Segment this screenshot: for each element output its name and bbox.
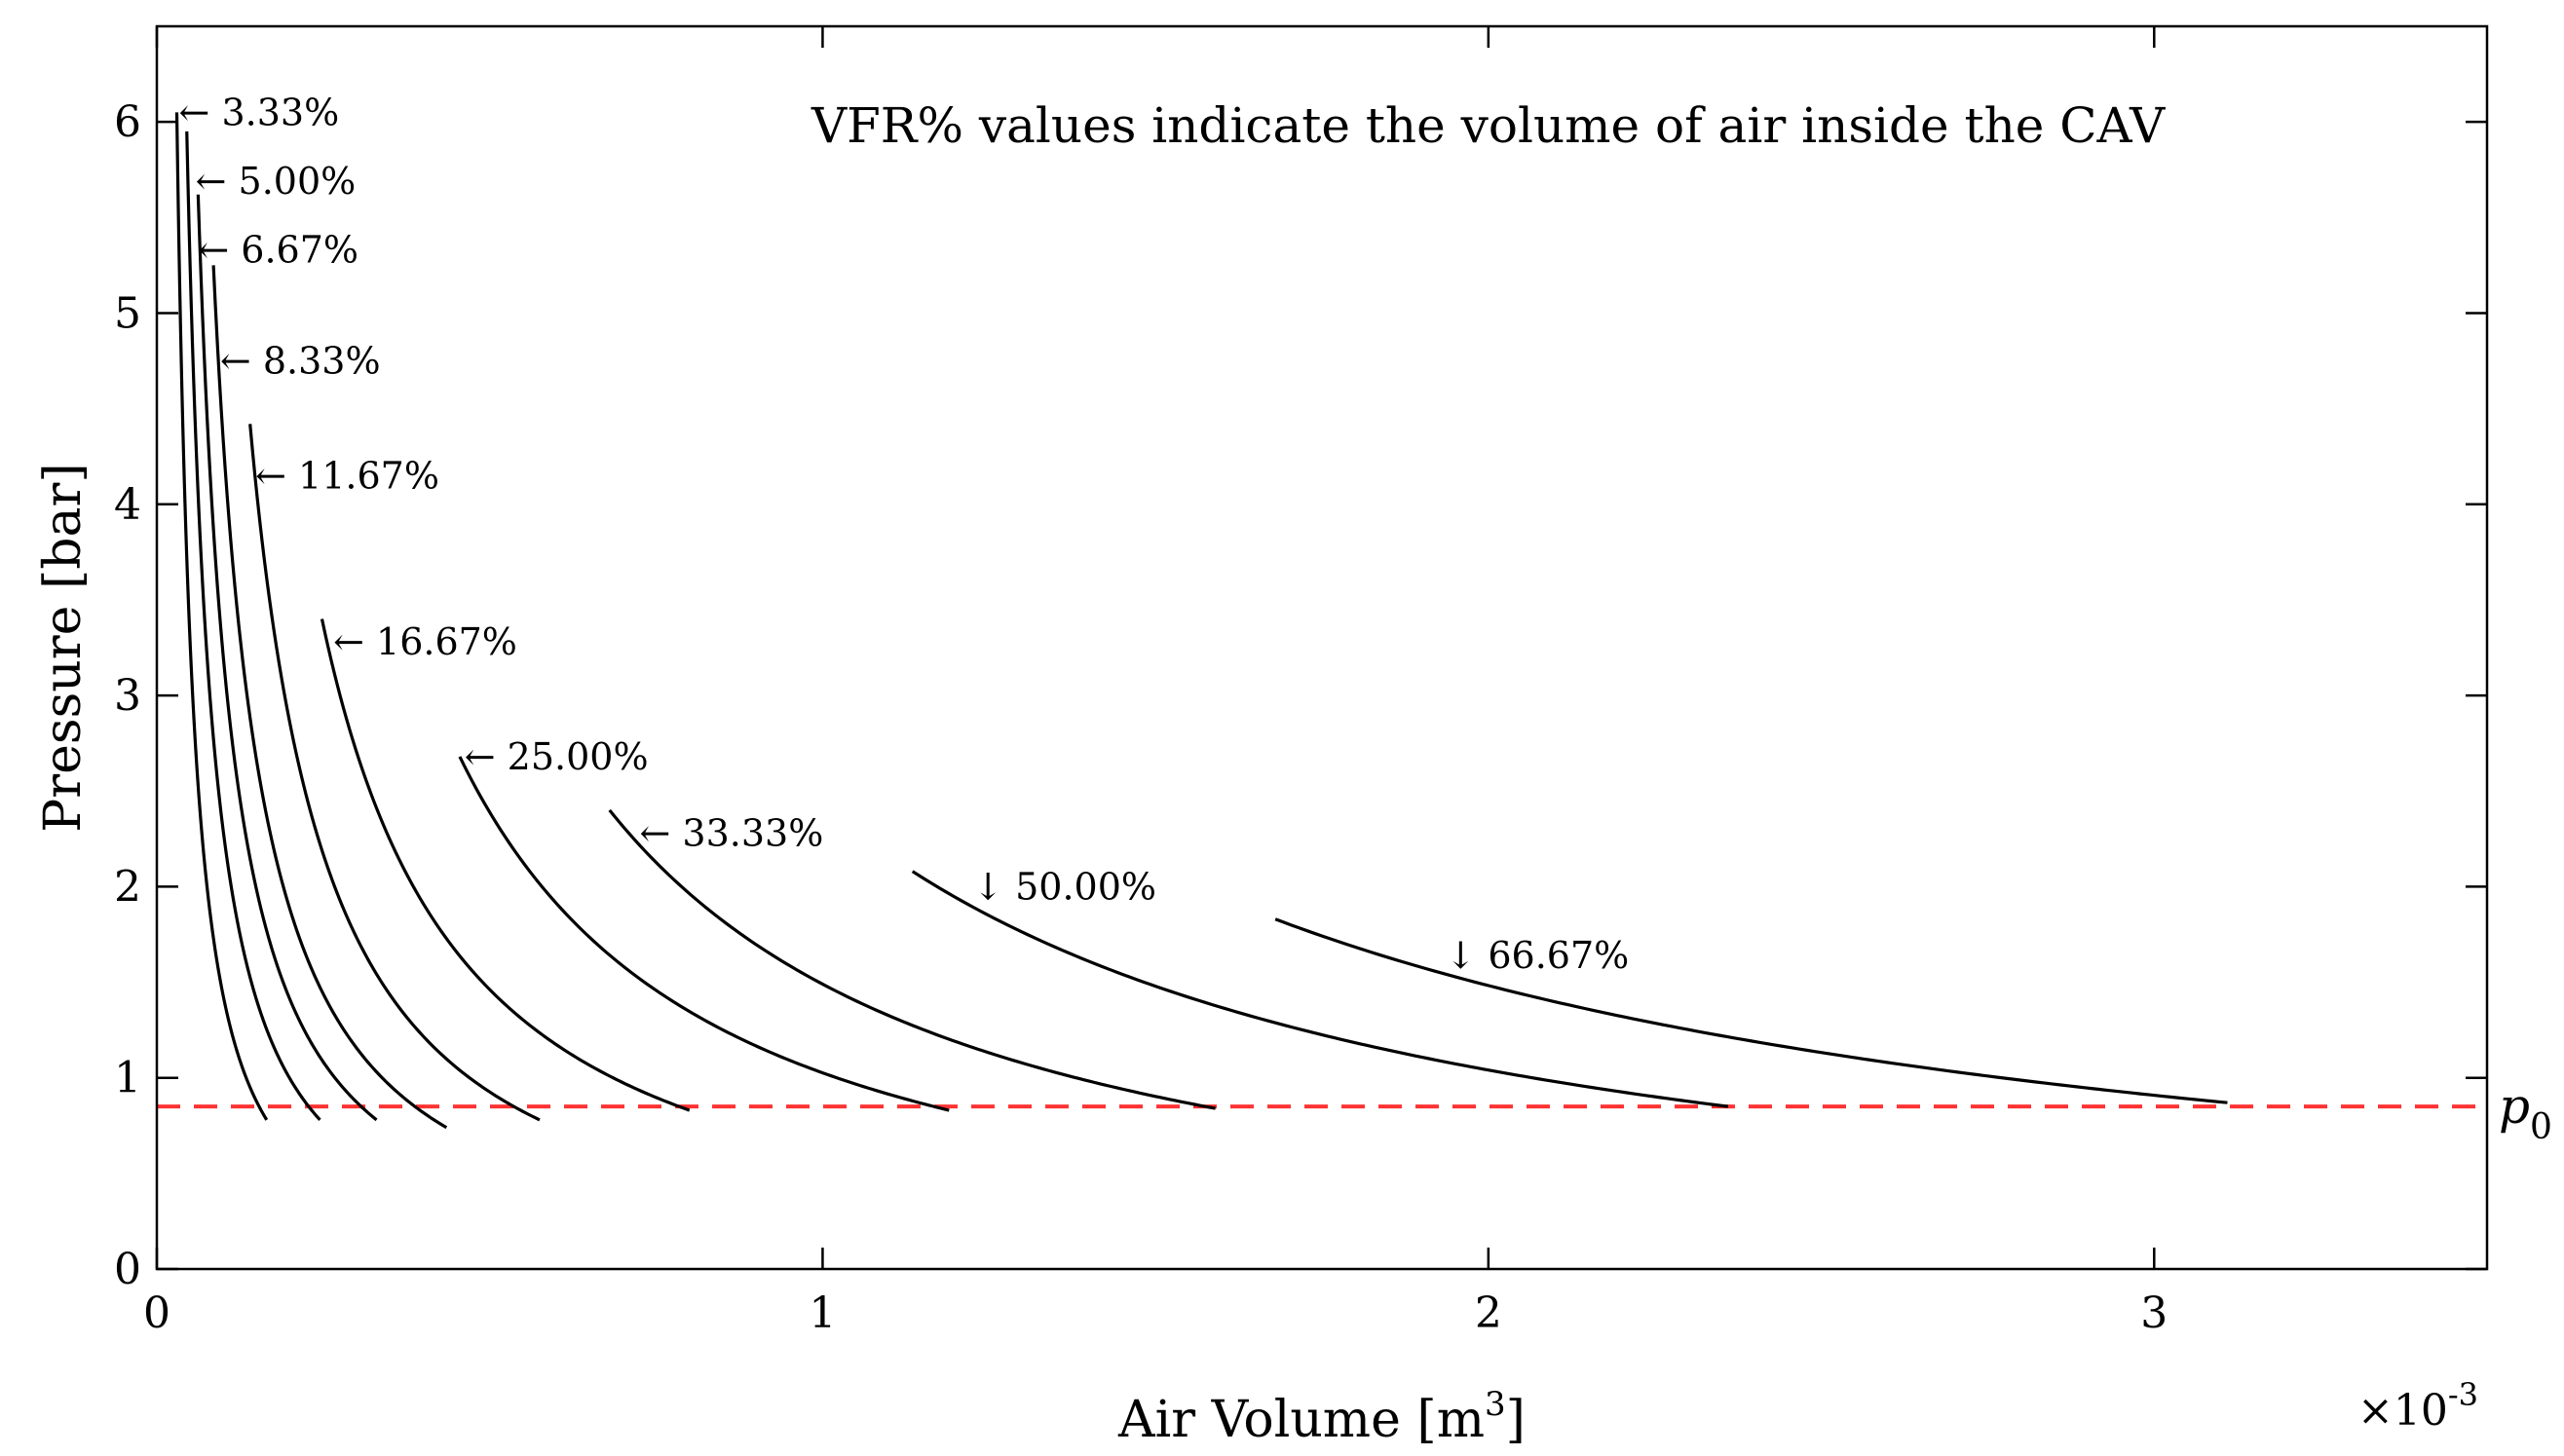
x-axis-title-end: ] — [1506, 1391, 1526, 1449]
x-tick-label: 0 — [143, 1288, 170, 1338]
y-axis-title: Pressure [bar] — [34, 463, 93, 832]
series-label: ← 33.33% — [639, 811, 823, 854]
series-label: ↓ 50.00% — [972, 865, 1156, 908]
series-curve-6667 — [1274, 917, 2228, 1104]
series-label: ← 11.67% — [255, 454, 439, 497]
series-curve-833 — [211, 265, 448, 1130]
y-tick-label: 2 — [114, 862, 141, 912]
series-label: ← 16.67% — [333, 620, 517, 663]
x-tick-label: 3 — [2140, 1288, 2168, 1338]
p0-label-base: p — [2499, 1078, 2530, 1135]
series-curve-1167 — [248, 424, 541, 1122]
label-layer: 0 1 2 3 0 1 2 3 4 5 6 ← 3.33% ← 5.00% ← 6.67% ← 8.33% ←… — [114, 91, 2168, 1338]
x-axis-title-text: Air Volume [m — [1117, 1391, 1485, 1449]
y-tick-label: 5 — [114, 288, 141, 338]
p0-label: p0 — [2499, 1078, 2552, 1147]
x-multiplier-exponent: -3 — [2448, 1376, 2478, 1413]
y-tick-label: 1 — [114, 1054, 141, 1103]
x-multiplier-base: ×10 — [2357, 1386, 2448, 1436]
tick-layer — [155, 26, 2487, 1271]
series-label: ← 8.33% — [220, 340, 381, 383]
series-label: ← 3.33% — [179, 91, 340, 133]
chart-note: VFR% values indicate the volume of air i… — [811, 97, 2166, 154]
series-curve-500 — [185, 131, 321, 1121]
y-tick-label: 0 — [114, 1245, 141, 1294]
x-tick-label: 2 — [1475, 1288, 1502, 1338]
y-tick-label: 6 — [114, 97, 141, 147]
plot-frame — [155, 24, 2489, 1271]
y-tick-label: 4 — [114, 480, 141, 530]
series-curve-2500 — [458, 756, 950, 1112]
y-tick-label: 3 — [114, 671, 141, 721]
x-axis-title-superscript: 3 — [1485, 1385, 1506, 1424]
x-tick-label: 1 — [809, 1288, 836, 1338]
x-axis-title: Air Volume [m3] — [1117, 1385, 1526, 1449]
series-label: ← 25.00% — [465, 735, 649, 778]
series-label: ← 5.00% — [196, 160, 357, 203]
series-label: ↓ 66.67% — [1445, 934, 1629, 977]
x-multiplier: ×10-3 — [2357, 1376, 2478, 1436]
series-curve-5000 — [911, 870, 1729, 1108]
series-curve-333 — [174, 112, 269, 1121]
p0-label-subscript: 0 — [2530, 1107, 2552, 1147]
curve-layer — [174, 112, 2228, 1130]
series-curve-667 — [196, 194, 378, 1122]
series-curve-1667 — [320, 618, 691, 1112]
series-curve-3333 — [608, 808, 1216, 1110]
series-label: ← 6.67% — [198, 229, 358, 272]
